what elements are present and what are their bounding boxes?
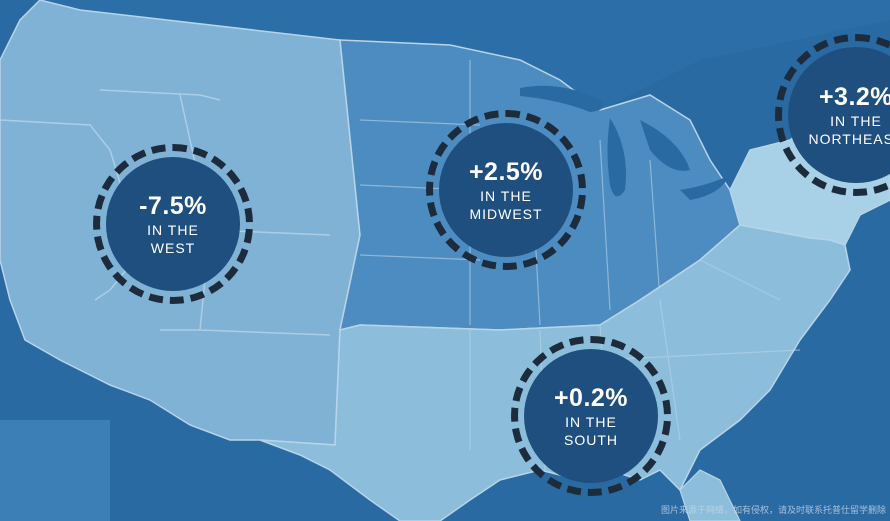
badge-core [788, 47, 890, 183]
lake-michigan [607, 118, 626, 197]
badge-core [524, 349, 658, 483]
northeast-change-value: +3.2% [818, 83, 890, 111]
badge-core [106, 157, 240, 291]
mexico-region [0, 420, 110, 521]
lake-superior [520, 85, 604, 112]
west-change-value: -7.5% [139, 192, 207, 220]
northeast-label-line2: NORTHEAST [808, 131, 890, 147]
west-label-line2: WEST [150, 240, 196, 256]
badge-south: +0.2% IN THE SOUTH [511, 336, 671, 496]
badge-ring [426, 110, 586, 270]
west-label-line1: IN THE [147, 222, 199, 238]
badge-northeast: +3.2% IN THE NORTHEAST [775, 34, 890, 196]
watermark: 图片来源于网络，如有侵权，请及时联系托普仕留学删除 [660, 506, 886, 516]
lake-huron [640, 120, 690, 171]
badge-core [439, 123, 573, 257]
midwest-change-value: +2.5% [468, 158, 544, 186]
lake-erie [680, 175, 730, 200]
badge-ring [93, 144, 253, 304]
florida [679, 469, 741, 521]
canada-region [0, 0, 890, 110]
northeast-label-line1: IN THE [830, 113, 882, 129]
badge-ring [511, 336, 671, 496]
badge-west: -7.5% IN THE WEST [93, 144, 253, 304]
midwest-label-line1: IN THE [480, 188, 532, 204]
badge-midwest: +2.5% IN THE MIDWEST [426, 110, 586, 270]
badge-ring [775, 34, 890, 196]
south-label-line1: IN THE [565, 414, 617, 430]
midwest-label-line2: MIDWEST [469, 206, 543, 222]
south-label-line2: SOUTH [564, 432, 618, 448]
south-change-value: +0.2% [553, 384, 629, 412]
